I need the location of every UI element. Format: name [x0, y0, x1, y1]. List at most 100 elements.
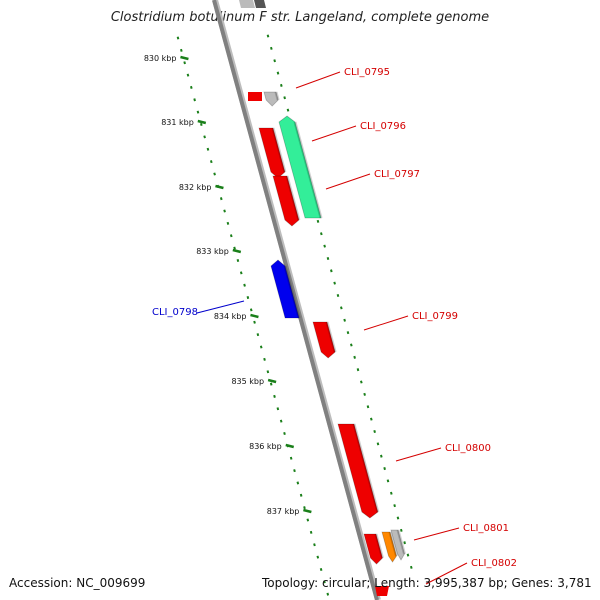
track-tick — [186, 73, 190, 77]
scale-tick-label: 833 kbp — [196, 247, 229, 256]
track-tick — [323, 580, 326, 584]
scale-tick-label: 836 kbp — [249, 442, 282, 451]
track-tick — [266, 34, 270, 38]
track-tick — [253, 320, 256, 324]
gene-cli-0799-shade — [325, 321, 337, 353]
gene-cli-0798 — [270, 259, 300, 319]
track-tick — [273, 59, 276, 63]
track-tick — [223, 209, 226, 213]
track-tick — [363, 392, 366, 396]
gene-label: CLI_0802 — [471, 558, 517, 569]
track-tick — [269, 382, 273, 386]
track-tick — [343, 318, 346, 322]
gene-cli-0800-shade — [352, 423, 380, 513]
track-tick — [276, 71, 280, 75]
track-tick — [386, 479, 390, 483]
track-tick — [320, 232, 323, 236]
track-tick — [360, 380, 363, 384]
track-tick — [396, 516, 400, 520]
track-tick — [390, 491, 393, 495]
track-tick — [336, 294, 340, 298]
track-tick — [206, 147, 210, 151]
track-tick — [256, 333, 260, 337]
track-tick — [270, 46, 273, 50]
track-tick — [366, 405, 370, 409]
track-tick — [313, 543, 316, 547]
track-tick — [299, 493, 303, 497]
gene-cli-0796-a — [258, 127, 286, 179]
scale-tick-label: 834 kbp — [214, 312, 247, 321]
track-tick — [196, 110, 200, 114]
scale-tick-label: 837 kbp — [267, 507, 300, 516]
scale-major-tick — [267, 378, 277, 384]
gene-darkgrey-top — [254, 0, 266, 8]
track-tick — [246, 296, 250, 300]
track-tick — [229, 234, 233, 238]
track-tick — [316, 219, 320, 223]
gene-red-small — [248, 92, 262, 101]
track-tick — [409, 565, 413, 569]
gene-label-leader — [395, 447, 442, 462]
gene-cli-0799 — [312, 321, 336, 359]
track-tick — [309, 530, 313, 534]
scale-tick-label: 832 kbp — [179, 183, 212, 192]
scale-tick-label: 831 kbp — [161, 118, 194, 127]
gene-grey-small-shade — [274, 91, 280, 101]
track-tick — [283, 431, 286, 436]
scale-major-tick — [215, 184, 224, 190]
track-tick — [190, 85, 193, 89]
track-tick — [213, 172, 216, 176]
gene-cli-0796 — [278, 115, 322, 219]
track-tick — [183, 61, 186, 65]
gene-cli-0801-shade — [388, 531, 398, 557]
gene-label: CLI_0797 — [374, 169, 420, 180]
scale-major-tick — [232, 248, 242, 254]
track-tick — [303, 506, 306, 510]
track-tick — [239, 271, 243, 275]
track-tick — [233, 246, 236, 250]
track-tick — [353, 355, 356, 359]
scale-tick-label: 830 kbp — [144, 54, 177, 63]
track-tick — [326, 256, 330, 260]
track-tick — [243, 283, 246, 287]
track-tick — [249, 308, 253, 312]
scale-major-tick — [285, 443, 295, 449]
track-tick — [326, 592, 330, 596]
gene-label: CLI_0801 — [463, 523, 509, 534]
gene-cli-0801-a — [363, 533, 383, 565]
track-tick — [306, 518, 310, 522]
gene-label: CLI_0798 — [152, 307, 198, 318]
track-tick — [346, 331, 350, 335]
gene-label-leader — [196, 300, 245, 314]
track-tick — [316, 555, 320, 559]
gene-label-leader — [295, 71, 341, 89]
track-tick — [199, 123, 203, 127]
gene-cli-0801-a-shade — [374, 533, 384, 559]
track-tick — [289, 456, 293, 460]
gene-label: CLI_0800 — [445, 443, 491, 454]
gene-label-leader — [425, 562, 468, 585]
genome-summary-text: Topology: circular; Length: 3,995,387 bp… — [262, 576, 592, 590]
left-scale-track — [176, 36, 330, 596]
scale-tick-label: 835 kbp — [231, 377, 264, 386]
gene-label: CLI_0799 — [412, 311, 458, 322]
track-tick — [219, 197, 223, 201]
map-title: Clostridium botulinum F str. Langeland, … — [110, 10, 490, 25]
track-tick — [293, 469, 296, 473]
track-tick — [296, 481, 300, 485]
gene-label-leader — [325, 173, 371, 190]
gene-cli-0796-a-shade — [271, 127, 287, 173]
gene-label-leader — [413, 527, 460, 541]
track-tick — [259, 345, 263, 349]
scale-major-tick — [180, 55, 189, 61]
track-tick — [276, 407, 280, 411]
scale-major-tick — [250, 313, 259, 319]
track-tick — [380, 454, 383, 458]
gene-cli-0797 — [272, 175, 300, 227]
gene-cli-0796-shade — [293, 121, 323, 219]
accession-text: Accession: NC_009699 — [9, 576, 146, 590]
track-tick — [400, 528, 403, 532]
track-tick — [373, 429, 376, 433]
gene-cli-0801 — [381, 531, 397, 563]
